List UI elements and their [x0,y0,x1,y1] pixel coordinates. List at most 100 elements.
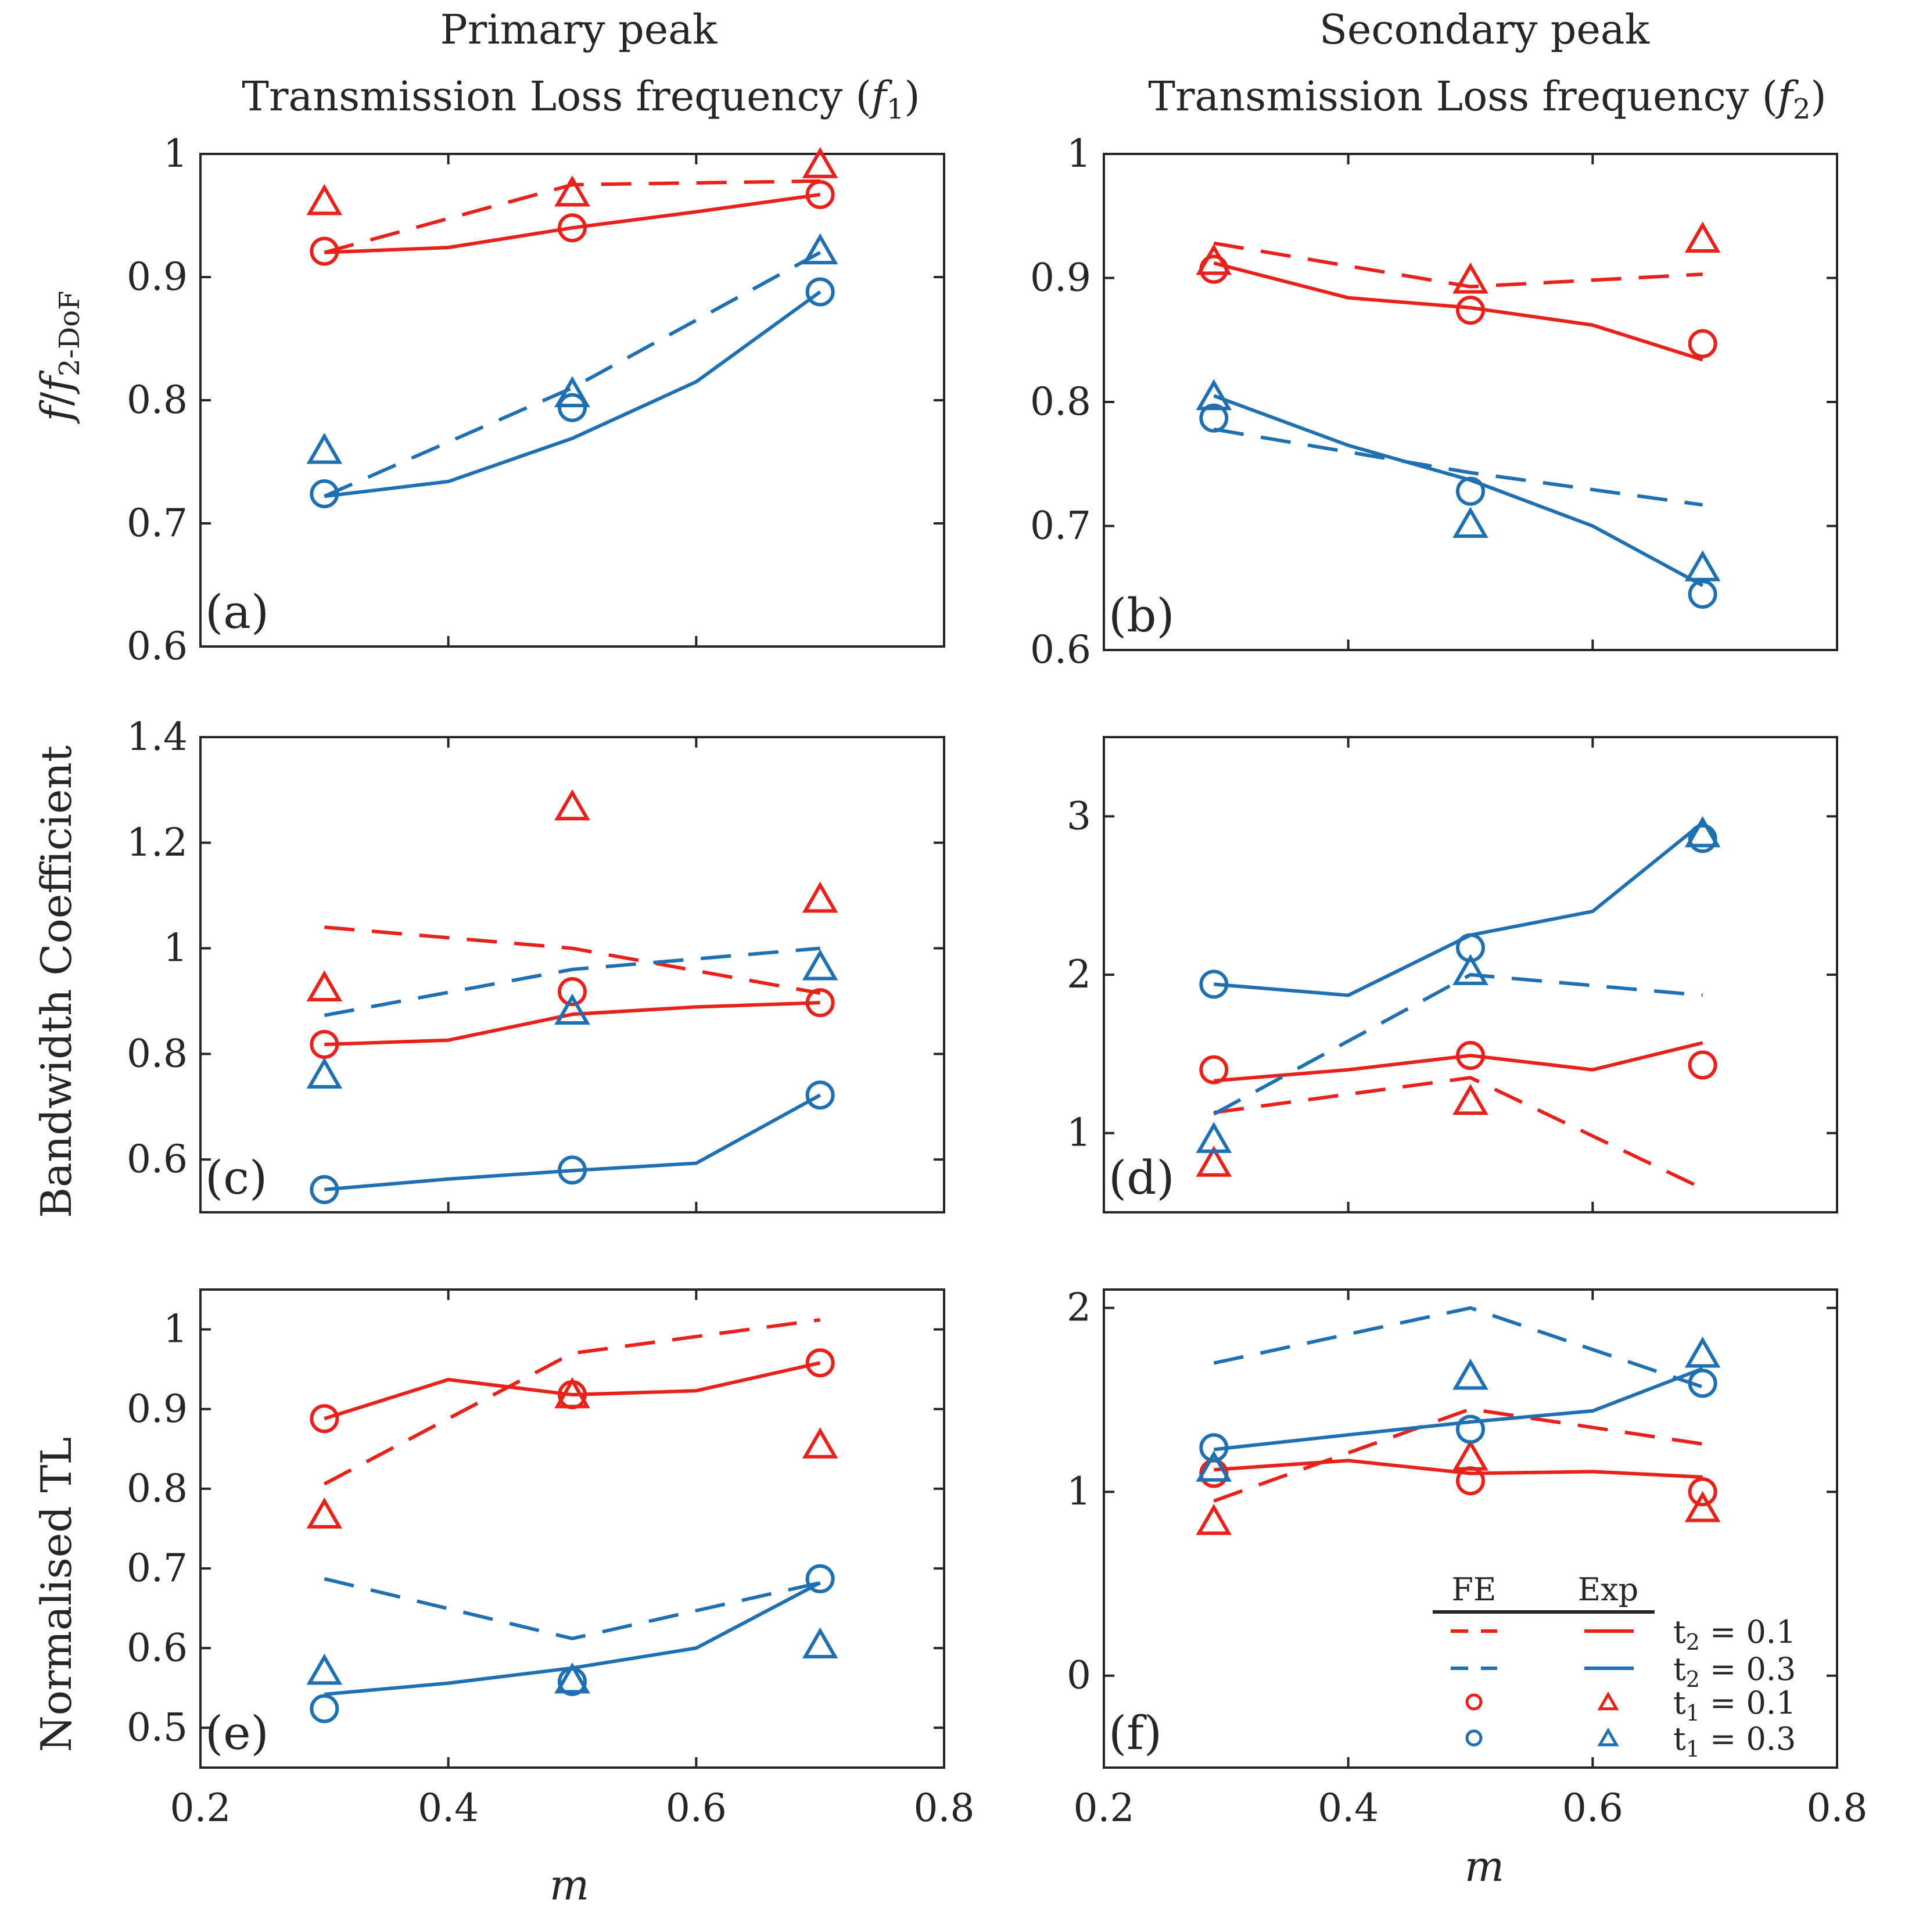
circle-marker [1688,1369,1717,1398]
triangle-marker [306,433,343,464]
series-line [1213,973,1703,1116]
circle-marker [805,1564,835,1593]
triangle-marker [802,1427,838,1459]
series-line [1213,1367,1703,1452]
series-line [1213,1306,1703,1389]
triangle-marker [306,1653,343,1685]
circle-marker [558,213,587,243]
panel-c: 0.6 0.8 1 1.2 1.4 (c) [127,714,945,1213]
circle-marker [805,1080,835,1110]
triangle-marker [1684,221,1721,253]
y-tick-label: 0.6 [1030,627,1091,672]
triangle-marker [554,376,590,408]
x-tick-label: 0.8 [914,1786,975,1830]
legend-fe-circle [1465,1693,1483,1711]
y-tick-label: 2 [1067,952,1091,997]
legend: FE Exp t2 = 0.1t2 = 0.3t1 = 0.1t1 = 0.3 [1433,1571,1796,1762]
axes-box [199,736,945,1213]
y-tick-label: 1 [163,1307,188,1352]
triangle-marker [802,949,838,981]
circle-marker [1456,1414,1485,1444]
circle-marker [1199,1433,1229,1463]
triangle-marker [1684,1491,1721,1522]
panel-e: 0.2 0.4 0.6 0.8 0.5 0.6 0.7 0.8 0.9 1 (e) [127,1288,975,1830]
triangle-marker [1452,1358,1488,1390]
circle-marker [1199,969,1229,999]
triangle-marker [554,175,590,207]
series-line [324,1001,820,1046]
y-tick-label: 1 [163,926,188,971]
series-line [324,250,822,498]
x-tick-label: 0.8 [1807,1786,1868,1830]
panel-tag: (e) [205,1706,269,1760]
circle-marker [805,988,835,1018]
series-line [323,1318,821,1486]
panel-a: 0.6 0.7 0.8 0.9 1 (a) [127,131,945,669]
triangle-marker [554,1662,590,1694]
panel-tag: (b) [1109,588,1175,642]
series-line [324,925,821,995]
series-line [324,1361,821,1421]
circle-marker [805,277,835,307]
x-tick-label: 0.2 [170,1786,231,1830]
legend-label: t1 = 0.3 [1673,1721,1796,1762]
triangle-marker [1196,1122,1232,1153]
panel-d: 1 2 3 (d) [1067,736,1838,1213]
circle-marker [1688,1477,1717,1507]
triangle-marker [1196,1450,1232,1482]
triangle-marker [1684,816,1721,848]
triangle-marker [1452,507,1488,538]
circle-marker [310,1694,339,1723]
legend-label: t2 = 0.3 [1673,1651,1796,1692]
circle-marker [1199,1459,1229,1488]
y-tick-label: 0.7 [1030,504,1091,548]
series-line [1214,1041,1703,1083]
triangle-marker [1452,954,1488,985]
circle-marker [1456,296,1485,325]
series-line [324,179,820,254]
triangle-marker [802,881,838,913]
column-title-left: Primary peak Transmission Loss frequency… [242,6,920,125]
triangle-marker [1452,262,1488,294]
col-title-left-line2: Transmission Loss frequency (f1) [242,73,920,125]
triangle-marker [306,1057,343,1089]
legend-rows: t2 = 0.1t2 = 0.3t1 = 0.1t1 = 0.3 [1451,1614,1796,1762]
y-tick-label: 0.8 [127,1031,188,1076]
triangle-marker [1684,1336,1721,1368]
circle-marker [1199,1055,1229,1084]
y-tick-label: 1 [1067,1469,1091,1514]
axes-box [1103,153,1838,651]
triangle-marker [554,1377,590,1409]
triangle-marker [306,970,343,1001]
circle-marker [558,1155,587,1185]
y-tick-label: 0.8 [1030,379,1091,424]
circle-marker [805,1348,835,1378]
circle-marker [310,1404,339,1434]
y-tick-label: 3 [1067,793,1091,838]
legend-header-exp: Exp [1578,1571,1638,1608]
circle-marker [558,977,587,1007]
circle-marker [310,236,339,266]
y-tick-label: 0.9 [127,254,188,299]
legend-fe-circle [1465,1729,1483,1747]
series-line [1213,241,1703,289]
series-line [324,946,820,1017]
triangle-marker [554,789,590,821]
triangle-marker [802,147,838,178]
triangle-marker [1196,1145,1232,1177]
y-tick-label: 1 [1067,1111,1091,1155]
triangle-marker [1452,1083,1488,1115]
ylabel-row1: f/f2-DoF [32,290,86,424]
y-tick-label: 1 [163,131,188,176]
x-tick-label: 0.6 [1562,1786,1623,1830]
circle-marker [1456,476,1485,506]
legend-row: t2 = 0.3 [1451,1651,1796,1692]
series-line [324,290,822,498]
triangle-marker [1684,550,1721,581]
col-title-right-line1: Secondary peak [1319,6,1650,53]
ylabel-row2: Bandwidth Coefficient [32,745,81,1218]
series-line [1214,821,1704,997]
panel-tag: (c) [205,1151,267,1205]
y-tick-label: 0.9 [1030,256,1091,300]
